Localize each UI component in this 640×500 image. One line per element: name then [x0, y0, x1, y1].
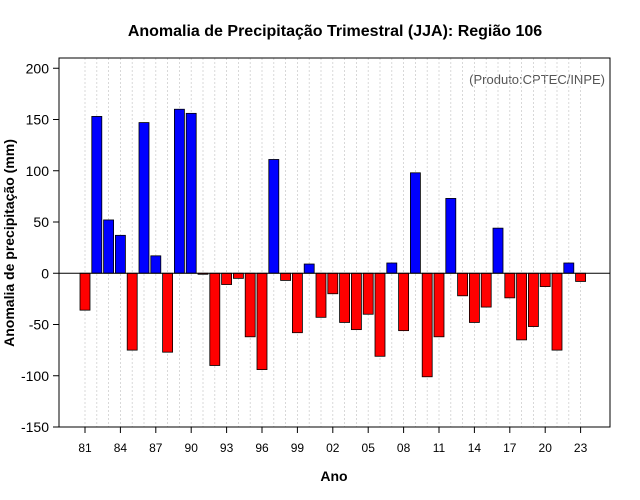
bar-97	[268, 159, 280, 274]
bar-87	[150, 255, 162, 274]
bar-88	[162, 272, 174, 353]
bar-86	[138, 122, 150, 274]
x-tick-label: 81	[78, 441, 92, 455]
y-tick-label: -100	[21, 368, 49, 384]
bar-00	[303, 263, 315, 274]
bar-81	[79, 272, 91, 311]
bar-09	[409, 172, 421, 274]
bar-17	[504, 272, 516, 299]
bar-series	[79, 108, 586, 378]
bar-83	[103, 219, 114, 274]
bar-14	[468, 272, 480, 323]
x-tick-label: 08	[397, 441, 411, 455]
bar-07	[386, 262, 398, 274]
x-tick-label: 11	[433, 441, 446, 455]
x-tick-label: 99	[291, 441, 305, 455]
bar-01	[315, 272, 327, 318]
x-tick-label: 93	[220, 441, 234, 455]
y-tick-label: 50	[33, 214, 49, 230]
bar-12	[445, 198, 457, 274]
y-tick-label: 0	[41, 265, 49, 281]
bar-93	[221, 272, 233, 285]
y-axis-label: Anomalia de precipitação (mm)	[1, 139, 17, 347]
plot-frame	[58, 57, 611, 428]
x-tick-label: 14	[468, 441, 482, 455]
x-tick-label: 87	[149, 441, 163, 455]
y-tick-label: 100	[26, 163, 50, 179]
bar-06	[374, 272, 386, 357]
y-tick-label: 200	[26, 60, 50, 76]
bar-05	[362, 272, 374, 315]
bar-18	[516, 272, 527, 341]
bar-22	[563, 262, 575, 274]
axes	[58, 57, 611, 428]
bar-11	[433, 272, 445, 338]
x-tick-label: 90	[185, 441, 199, 455]
x-axis-ticks: 81 84 87 90 93 96 99 02 05 08 11 14 17 20 23	[78, 427, 588, 455]
y-tick-label: 150	[26, 112, 50, 128]
x-tick-label: 23	[574, 441, 588, 455]
bar-90	[185, 112, 197, 274]
bar-96	[256, 272, 268, 370]
bar-03	[339, 272, 351, 323]
bar-10	[421, 272, 433, 378]
bar-15	[480, 272, 492, 308]
bar-04	[350, 272, 362, 331]
y-tick-label: -150	[21, 419, 49, 435]
x-axis-label: Ano	[320, 468, 347, 484]
bar-85	[126, 272, 138, 351]
x-tick-label: 96	[255, 441, 269, 455]
y-axis-ticks: -150 -100 -50 0 50 100 150 200	[21, 60, 59, 435]
bar-13	[457, 272, 469, 297]
bar-23	[575, 272, 586, 282]
x-tick-label: 84	[114, 441, 128, 455]
x-tick-label: 05	[362, 441, 376, 455]
bar-84	[115, 234, 126, 274]
bar-99	[291, 272, 303, 334]
x-tick-label: 17	[503, 441, 517, 455]
chart-title: Anomalia de Precipitação Trimestral (JJA…	[128, 23, 542, 40]
bar-16	[492, 227, 504, 274]
bar-95	[244, 272, 256, 338]
bar-92	[209, 272, 221, 366]
bar-98	[280, 272, 292, 281]
bar-82	[91, 116, 103, 274]
bar-20	[539, 272, 551, 287]
y-tick-label: -50	[29, 317, 49, 333]
credit-label: (Produto:CPTEC/INPE)	[469, 72, 605, 87]
x-tick-label: 02	[326, 441, 340, 455]
bar-19	[528, 272, 539, 327]
x-tick-label: 20	[539, 441, 553, 455]
bar-02	[327, 272, 339, 295]
bar-89	[173, 108, 185, 274]
bar-08	[398, 272, 410, 332]
grid-lines	[84, 58, 581, 427]
bar-21	[551, 272, 563, 351]
bar-94	[232, 272, 244, 279]
